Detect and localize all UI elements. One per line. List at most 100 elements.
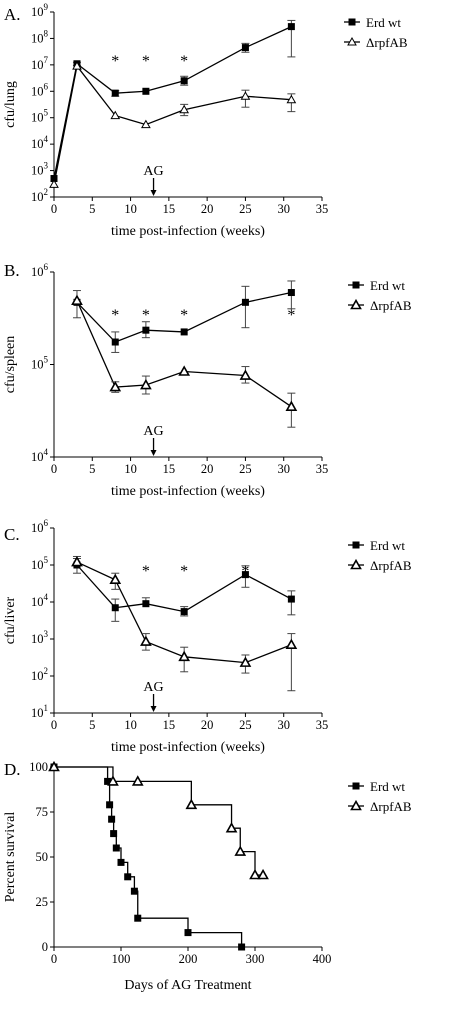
y-axis-label: cfu/spleen [3,336,18,394]
x-tick-label: 10 [124,202,137,216]
data-point [241,44,249,52]
legend-marker [348,18,356,26]
x-tick-label: 0 [51,952,57,966]
annotation-arrowhead [150,450,157,456]
x-tick-label: 35 [316,462,329,476]
data-point [130,887,138,895]
y-tick-label: 103 [31,161,49,178]
legend-label: ΔrpfAB [370,799,412,814]
data-point [180,608,188,616]
x-tick-label: 10 [124,462,137,476]
y-tick-label: 102 [31,187,48,204]
significance-star: * [287,307,295,324]
legend-label: ΔrpfAB [366,35,408,50]
data-point [117,858,125,866]
data-point [71,294,83,305]
legend-item: ΔrpfAB [348,298,412,313]
data-point [239,369,252,380]
data-point [111,89,119,97]
data-point [178,365,191,376]
data-point [111,338,119,346]
series-line [76,291,292,343]
series-rpfab [71,294,298,428]
data-point [108,815,116,823]
data-point [110,110,121,120]
y-tick-label: 25 [36,895,49,909]
annotation-arrowhead [150,190,157,196]
x-axis-label: time post-infection (weeks) [111,484,265,499]
legend-label: Erd wt [370,278,405,293]
series-line [76,300,292,408]
chart-panel-2: 0 5 10 15 20 25 30 35 104 105 106 B. cfu/spleen time … [3,261,412,499]
significance-star: * [180,307,188,324]
legend-item: Erd wt [348,538,405,553]
x-tick-label: 5 [89,718,95,732]
data-point [285,400,298,411]
x-tick-label: 10 [124,718,137,732]
significance-star: * [142,563,150,580]
legend-item: ΔrpfAB [344,35,408,50]
data-point [287,595,295,603]
data-point [111,604,119,612]
data-point [287,289,295,297]
x-tick-label: 100 [112,952,131,966]
data-point [185,798,198,810]
data-point [109,380,122,392]
x-tick-label: 15 [163,462,176,476]
data-point [241,298,249,306]
data-point [234,845,247,856]
panel-label: B. [4,261,20,280]
x-axis-label: Days of AG Treatment [124,978,251,993]
y-tick-label: 108 [31,28,49,45]
y-tick-label: 106 [31,262,49,279]
x-axis-label: time post-infection (weeks) [111,224,265,239]
series-line [76,561,292,664]
y-tick-label: 0 [42,940,48,954]
x-tick-label: 20 [201,202,214,216]
y-tick-label: 105 [31,555,49,572]
x-tick-label: 0 [51,202,57,216]
significance-star: * [142,307,150,324]
series-rpfab [71,555,298,692]
chart-panel-3: 0 5 10 15 20 25 30 35 101 102 103 104 105 106 C. cfu/li… [3,518,412,755]
legend-label: ΔrpfAB [370,558,412,573]
y-tick-label: 104 [31,592,49,609]
y-tick-label: 50 [36,850,49,864]
y-axis-label: cfu/lung [3,81,18,128]
panel-label: C. [4,525,20,544]
significance-star: * [180,563,188,580]
series-line [54,766,264,876]
significance-star: * [142,53,150,70]
x-tick-label: 15 [163,718,176,732]
legend-marker [352,281,360,289]
x-tick-label: 300 [246,952,265,966]
data-point [142,87,150,95]
annotation-label: AG [143,164,163,179]
data-point [225,822,238,833]
data-point [106,801,114,809]
data-point [249,868,261,880]
data-point [110,830,118,838]
y-tick-label: 106 [31,81,49,98]
x-tick-label: 5 [89,202,95,216]
data-point [142,600,150,608]
annotation-label: AG [143,680,163,695]
significance-star: * [180,53,188,70]
data-point [286,94,297,104]
legend-label: Erd wt [370,779,405,794]
y-tick-label: 102 [31,666,48,683]
series-line [76,564,292,613]
y-axis-label: cfu/liver [3,596,18,644]
legend-marker [352,782,360,790]
panel-label: A. [4,5,21,24]
data-point [109,573,122,585]
series-rpfab [48,760,269,880]
x-tick-label: 200 [179,952,198,966]
y-tick-label: 104 [31,134,49,151]
y-tick-label: 105 [31,108,49,125]
data-point [134,914,142,922]
y-tick-label: 109 [31,2,49,19]
x-tick-label: 15 [163,202,176,216]
annotation-arrowhead [150,706,157,712]
